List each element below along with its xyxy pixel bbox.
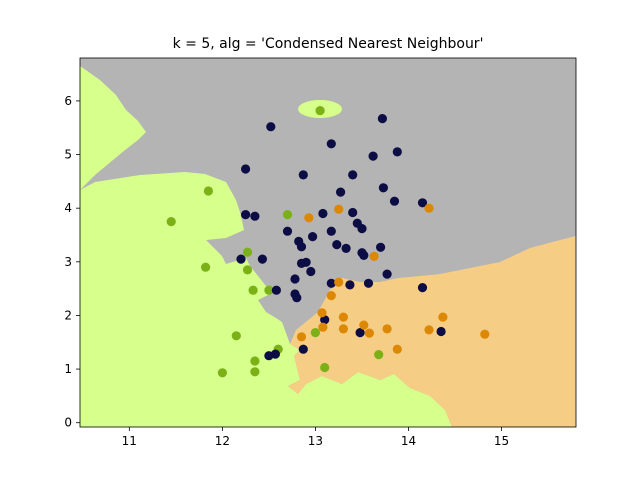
scatter-point (250, 356, 260, 366)
scatter-point (438, 312, 448, 322)
scatter-point (382, 324, 392, 334)
scatter-point (326, 139, 336, 149)
scatter-point (282, 210, 293, 220)
scatter-point (392, 344, 402, 354)
scatter-point (334, 277, 344, 287)
scatter-point (290, 274, 300, 284)
scatter-point (248, 285, 258, 295)
scatter-point (392, 147, 402, 157)
scatter-point (357, 224, 367, 234)
y-tick-label: 1 (64, 362, 72, 376)
scatter-point (417, 283, 428, 293)
y-tick-label: 6 (64, 94, 72, 108)
scatter-point (320, 315, 330, 325)
y-tick-label: 5 (64, 148, 72, 162)
scatter-point (292, 293, 302, 303)
x-tick-label: 12 (215, 434, 230, 448)
scatter-point (298, 344, 308, 354)
scatter-point (242, 247, 253, 257)
scatter-point (480, 329, 490, 339)
scatter-point (236, 254, 246, 264)
scatter-points (166, 106, 490, 378)
x-tick-label: 15 (494, 434, 509, 448)
plot-area (80, 58, 576, 427)
scatter-point (241, 164, 251, 174)
scatter-point (377, 114, 387, 124)
scatter-point (304, 213, 314, 223)
scatter-point (368, 151, 378, 161)
scatter-point (201, 262, 211, 272)
y-tick-label: 2 (64, 308, 72, 322)
scatter-point (264, 285, 274, 295)
scatter-point (326, 278, 336, 288)
x-tick-label: 11 (122, 434, 137, 448)
x-axis: 11 12 13 14 15 (122, 427, 509, 448)
scatter-point (306, 266, 316, 277)
scatter-point (266, 122, 276, 132)
scatter-point (424, 325, 434, 335)
scatter-point (320, 362, 330, 373)
scatter-point (231, 331, 241, 341)
scatter-point (318, 322, 328, 332)
plot-frame (79, 57, 577, 428)
scatter-point (326, 226, 336, 236)
scatter-point (364, 328, 374, 338)
chart-title: k = 5, alg = 'Condensed Nearest Neighbou… (173, 36, 484, 52)
scatter-point (217, 368, 227, 378)
scatter-point (348, 170, 358, 180)
scatter-point (348, 207, 358, 218)
scatter-point (436, 326, 446, 337)
scatter-point (301, 257, 311, 267)
scatter-point (369, 251, 379, 261)
scatter-point (338, 312, 348, 322)
scatter-point (359, 320, 369, 330)
scatter-point (332, 240, 342, 250)
scatter-point (338, 324, 348, 334)
scatter-point (374, 350, 384, 360)
scatter-point (296, 242, 307, 252)
scatter-point (355, 328, 365, 338)
scatter-point (271, 285, 281, 295)
y-tick-label: 0 (64, 416, 72, 430)
scatter-point (308, 232, 318, 242)
scatter-point (166, 217, 176, 227)
scatter-point (298, 170, 308, 180)
region-class-0 (80, 66, 452, 427)
scatter-point (270, 349, 280, 359)
x-tick-label: 14 (401, 434, 416, 448)
scatter-point (241, 210, 251, 220)
scatter-point (378, 183, 388, 193)
y-tick-label: 4 (64, 201, 72, 215)
scatter-point (296, 332, 307, 342)
scatter-point (363, 278, 374, 288)
scatter-point (389, 196, 400, 206)
scatter-point (310, 328, 320, 338)
scatter-point (424, 203, 434, 213)
scatter-point (257, 254, 267, 264)
scatter-point (317, 308, 327, 318)
scatter-point (315, 106, 325, 116)
scatter-point (250, 367, 260, 377)
scatter-point (376, 242, 386, 252)
scatter-point (203, 186, 213, 196)
x-tick-label: 13 (308, 434, 323, 448)
scatter-point (334, 204, 344, 214)
scatter-point (326, 291, 336, 301)
scatter-point (341, 243, 351, 253)
scatter-point (242, 265, 253, 275)
scatter-point (282, 226, 293, 236)
y-tick-label: 3 (64, 255, 72, 269)
scatter-point (359, 250, 369, 260)
scatter-point (417, 198, 428, 208)
scatter-point (318, 208, 328, 219)
scatter-point (336, 187, 346, 197)
scatter-point (345, 280, 355, 290)
scatter-point (250, 211, 260, 221)
scatter-point (382, 269, 392, 279)
y-axis: 0 1 2 3 4 5 6 (64, 94, 80, 430)
